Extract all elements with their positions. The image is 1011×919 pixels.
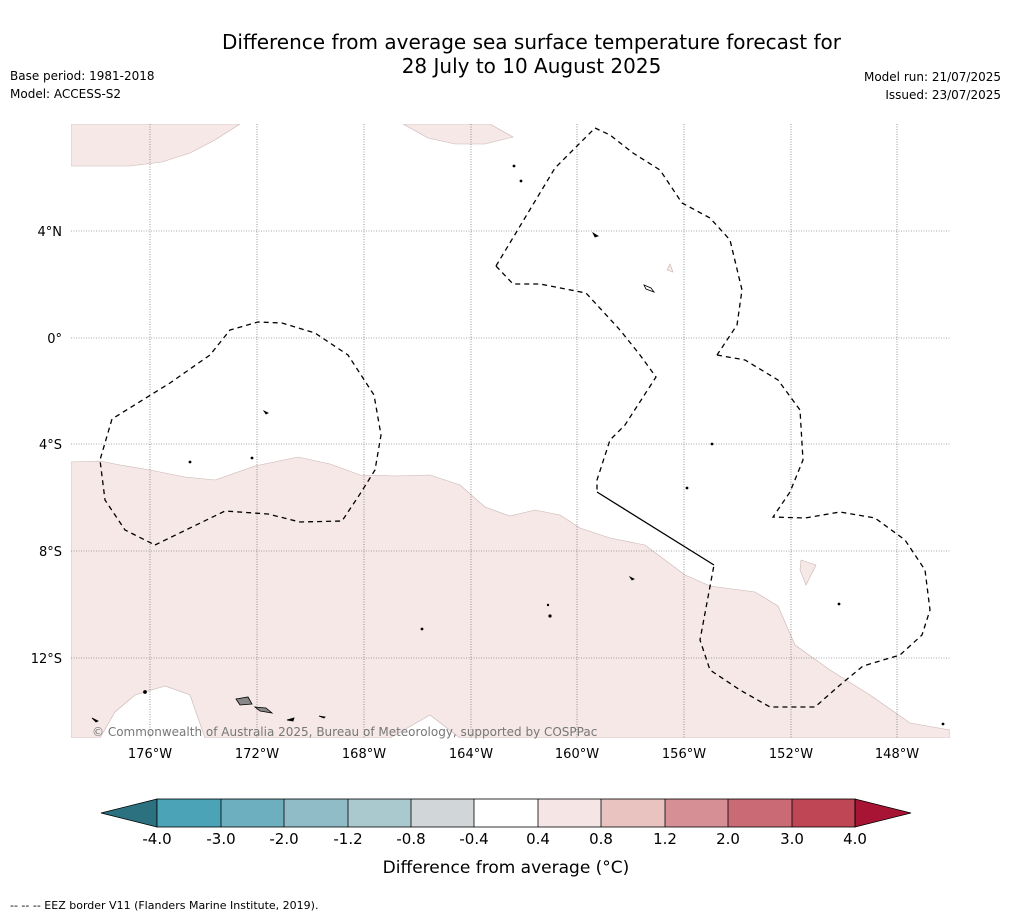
island-small-1 xyxy=(592,231,599,238)
island-samoa-west xyxy=(235,696,253,706)
lat-labels: 4°N 0° 4°S 8°S 12°S xyxy=(31,225,62,667)
eez-footnote: -- -- -- EEZ border V11 (Flanders Marine… xyxy=(10,899,319,912)
colorbar-segment-7 xyxy=(538,799,601,827)
colorbar-segment-5 xyxy=(411,799,474,827)
colorbar-segment-1 xyxy=(157,799,221,827)
anomaly-region-north-center xyxy=(402,124,514,145)
colorbar-extend-high xyxy=(854,798,912,828)
island-line-group xyxy=(643,284,656,293)
colorbar-tick: 0.4 xyxy=(526,830,550,848)
island-small-6 xyxy=(318,715,326,719)
colorbar-tick: 4.0 xyxy=(843,830,867,848)
colorbar-dividers xyxy=(156,798,856,828)
lon-label-176w: 176°W xyxy=(128,747,172,762)
island-small-8 xyxy=(548,614,552,618)
colorbar-extend-low xyxy=(100,798,158,828)
island-small-3 xyxy=(143,690,147,694)
colorbar-ticks: -4.0 -3.0 -2.0 -1.2 -0.8 -0.4 0.4 0.8 1.… xyxy=(142,830,867,848)
colorbar: -4.0 -3.0 -2.0 -1.2 -0.8 -0.4 0.4 0.8 1.… xyxy=(100,798,912,878)
colorbar-title: Difference from average (°C) xyxy=(383,858,630,878)
eez-border-center xyxy=(495,265,657,492)
lon-labels: 176°W 172°W 168°W 164°W 160°W 156°W 152°… xyxy=(128,747,919,762)
lat-label-8s: 8°S xyxy=(39,545,62,560)
colorbar-tick: 2.0 xyxy=(716,830,740,848)
colorbar-tick: -3.0 xyxy=(206,830,235,848)
colorbar-tick: 0.8 xyxy=(589,830,613,848)
island-samoa-east xyxy=(253,706,274,714)
colorbar-tick: -0.4 xyxy=(459,830,488,848)
island-small-5 xyxy=(286,717,295,722)
islands xyxy=(91,164,945,726)
anomaly-region-north-west xyxy=(71,124,241,167)
island-small-13 xyxy=(512,164,516,168)
island-small-2 xyxy=(262,409,269,415)
map-area xyxy=(71,124,950,738)
lat-label-4s: 4°S xyxy=(39,438,62,453)
model-run: Model run: 21/07/2025 xyxy=(863,70,1001,84)
graticule xyxy=(71,124,950,738)
title-line-1: Difference from average sea surface temp… xyxy=(221,30,841,54)
model-name: Model: ACCESS-S2 xyxy=(10,87,122,101)
island-small-17 xyxy=(546,603,550,607)
map-title: Difference from average sea surface temp… xyxy=(0,30,1011,78)
lon-label-172w: 172°W xyxy=(235,747,279,762)
lat-label-4n: 4°N xyxy=(38,225,63,240)
issued-date: Issued: 23/07/2025 xyxy=(885,88,1001,102)
anomaly-region-east xyxy=(799,559,817,586)
lat-label-0: 0° xyxy=(47,332,62,347)
island-small-4 xyxy=(91,717,99,723)
eez-border-solid xyxy=(596,491,715,566)
anomaly-regions xyxy=(71,124,950,738)
colorbar-tick: 1.2 xyxy=(653,830,677,848)
meta-right: Model run: 21/07/2025 Issued: 23/07/2025 xyxy=(864,68,1001,104)
lon-label-148w: 148°W xyxy=(875,747,919,762)
lon-label-152w: 152°W xyxy=(769,747,813,762)
colorbar-segment-10 xyxy=(728,799,792,827)
base-period: Base period: 1981-2018 xyxy=(10,69,155,83)
lon-label-164w: 164°W xyxy=(449,747,493,762)
copyright-text: © Commonwealth of Australia 2025, Bureau… xyxy=(92,725,597,739)
colorbar-segment-2 xyxy=(221,799,284,827)
eez-borders xyxy=(99,127,931,708)
colorbar-tick: -1.2 xyxy=(333,830,362,848)
colorbar-segment-8 xyxy=(601,799,665,827)
anomaly-region-islet xyxy=(666,263,674,273)
island-small-16 xyxy=(837,602,841,606)
colorbar-segment-9 xyxy=(665,799,728,827)
colorbar-tick: -4.0 xyxy=(142,830,171,848)
island-small-15 xyxy=(420,627,424,631)
meta-left: Base period: 1981-2018 Model: ACCESS-S2 xyxy=(10,67,155,103)
lon-label-168w: 168°W xyxy=(342,747,386,762)
eez-border-west xyxy=(99,321,382,546)
colorbar-segment-6 xyxy=(474,799,538,827)
colorbar-segment-4 xyxy=(348,799,411,827)
eez-border-east xyxy=(699,354,931,708)
colorbar-tick: -2.0 xyxy=(269,830,298,848)
island-small-12 xyxy=(685,486,689,490)
island-small-11 xyxy=(710,442,714,446)
island-small-9 xyxy=(250,456,254,460)
eez-border-north-center xyxy=(495,127,743,356)
lat-label-12s: 12°S xyxy=(31,652,62,667)
island-small-7 xyxy=(628,575,635,581)
island-small-10 xyxy=(188,460,192,464)
colorbar-tick: 3.0 xyxy=(780,830,804,848)
island-small-18 xyxy=(941,722,945,726)
lon-label-156w: 156°W xyxy=(662,747,706,762)
colorbar-segment-11 xyxy=(792,799,855,827)
colorbar-tick: -0.8 xyxy=(396,830,425,848)
anomaly-region-south xyxy=(71,456,950,738)
colorbar-segment-3 xyxy=(284,799,348,827)
lon-label-160w: 160°W xyxy=(555,747,599,762)
island-small-14 xyxy=(519,179,523,183)
title-line-2: 28 July to 10 August 2025 xyxy=(401,54,662,78)
